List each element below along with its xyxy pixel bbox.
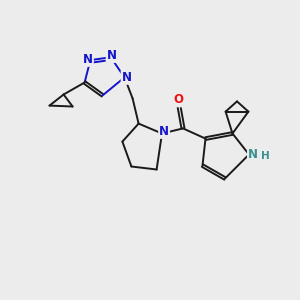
- Text: N: N: [106, 49, 117, 62]
- Text: N: N: [159, 125, 169, 138]
- Text: N: N: [248, 148, 258, 161]
- Text: N: N: [122, 71, 132, 84]
- Text: N: N: [83, 53, 93, 66]
- Text: H: H: [261, 151, 270, 161]
- Text: O: O: [173, 93, 184, 106]
